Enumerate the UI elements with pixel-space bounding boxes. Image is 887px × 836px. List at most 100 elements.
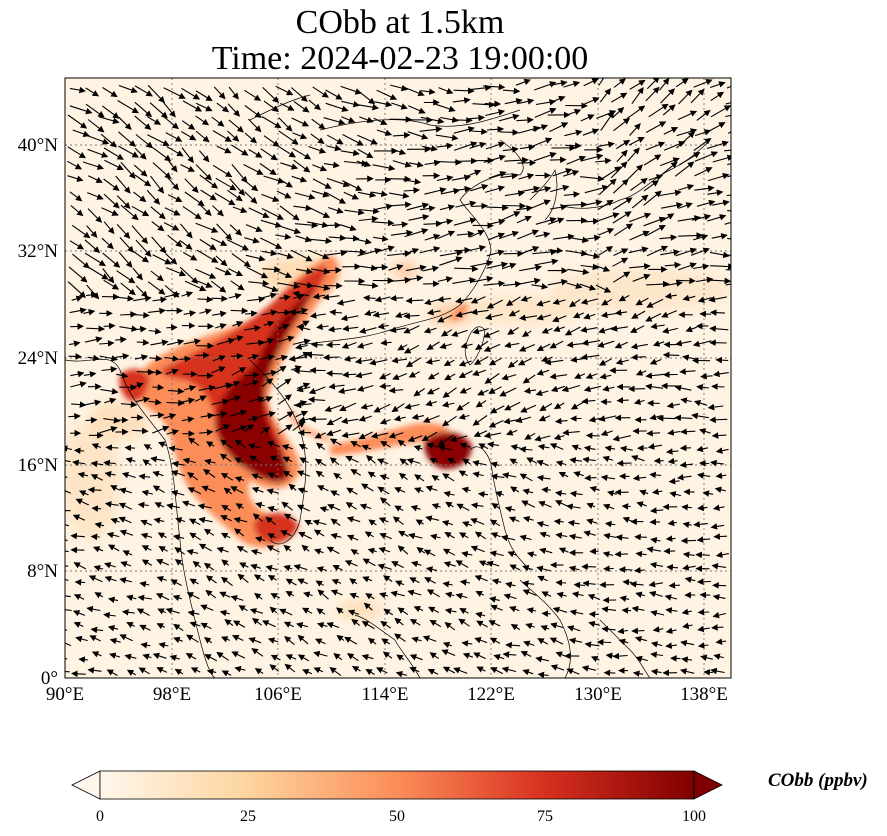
wind-arrow <box>553 325 565 332</box>
wind-arrow <box>337 387 356 395</box>
wind-arrow <box>706 214 727 222</box>
wind-arrow <box>453 185 472 193</box>
wind-arrow <box>275 354 289 362</box>
wind-arrow <box>231 164 248 184</box>
wind-arrow <box>278 117 293 132</box>
wind-arrow <box>166 338 185 346</box>
wind-arrow <box>243 164 264 175</box>
wind-arrow <box>244 237 260 244</box>
wind-arrow <box>648 103 669 118</box>
wind-arrow <box>613 223 634 237</box>
wind-arrow <box>135 239 152 258</box>
wind-arrow <box>131 311 150 319</box>
wind-arrow <box>246 266 269 279</box>
wind-arrow <box>435 103 456 112</box>
wind-arrow <box>310 341 324 349</box>
wind-arrow <box>117 100 139 114</box>
wind-arrow <box>436 142 454 150</box>
wind-arrow <box>634 533 647 541</box>
wind-arrow <box>115 353 130 360</box>
wind-arrow <box>725 114 731 118</box>
wind-arrow <box>71 295 83 302</box>
wind-arrow <box>581 339 601 346</box>
wind-arrow <box>626 105 646 119</box>
wind-arrow <box>372 311 390 318</box>
wind-arrow <box>426 308 441 316</box>
wind-arrow <box>598 358 612 366</box>
wind-arrow <box>408 371 420 378</box>
wind-arrow <box>167 234 183 248</box>
wind-arrow <box>488 232 506 241</box>
wind-arrow <box>706 140 729 150</box>
wind-arrow <box>504 98 523 105</box>
wind-arrow <box>549 122 569 133</box>
wind-arrow <box>243 179 259 192</box>
wind-arrow <box>356 342 373 349</box>
wind-arrow <box>585 432 600 439</box>
wind-arrow <box>275 269 293 279</box>
wind-arrow <box>279 205 300 221</box>
wind-arrow <box>629 212 652 223</box>
wind-arrow <box>376 245 395 253</box>
wind-arrow <box>583 78 599 87</box>
wind-arrow <box>541 610 551 617</box>
wind-arrow <box>278 335 295 343</box>
wind-arrow <box>436 175 454 182</box>
wind-arrow <box>210 280 227 293</box>
wind-arrow <box>289 309 308 316</box>
wind-arrow <box>502 87 521 95</box>
wind-arrow <box>316 323 329 331</box>
wind-arrow <box>693 263 710 271</box>
wind-arrow <box>292 290 309 298</box>
wind-arrow <box>69 307 87 314</box>
wind-arrow <box>182 251 198 261</box>
wind-arrow <box>216 102 230 113</box>
wind-arrow <box>228 293 242 300</box>
wind-arrow <box>501 374 517 381</box>
wind-arrow <box>427 372 440 380</box>
wind-arrow <box>646 280 670 288</box>
wind-arrow <box>69 105 93 115</box>
wind-arrow <box>146 189 161 205</box>
wind-arrow <box>703 669 713 676</box>
wind-arrow <box>403 312 420 320</box>
wind-arrow <box>88 267 109 280</box>
wind-arrow <box>612 257 629 267</box>
wind-arrow <box>147 134 170 146</box>
wind-arrow <box>628 136 645 146</box>
wind-arrow <box>322 293 340 301</box>
wind-arrow <box>488 357 502 366</box>
wind-arrow <box>452 277 477 284</box>
colorbar-tick: 50 <box>389 808 405 825</box>
wind-arrow <box>483 343 501 352</box>
wind-arrow <box>309 312 326 319</box>
wind-arrow <box>310 208 331 218</box>
wind-arrow <box>136 368 155 376</box>
colorbar-tick: 75 <box>537 808 553 825</box>
lon-axis: 90°E 98°E 106°E 114°E 122°E 130°E 138°E <box>46 684 728 705</box>
wind-arrow <box>580 175 605 182</box>
wind-arrow <box>422 265 440 272</box>
wind-arrow <box>629 263 651 270</box>
wind-arrow <box>544 358 564 366</box>
wind-arrow <box>231 144 249 156</box>
wind-arrow <box>635 297 649 306</box>
wind-arrow <box>341 341 357 349</box>
wind-arrow <box>574 372 586 379</box>
wind-arrow <box>133 164 148 177</box>
wind-arrow <box>504 341 520 349</box>
wind-arrow <box>99 340 115 347</box>
colorbar: 0 25 50 75 100 CObb (ppbv) <box>71 770 868 825</box>
wind-arrow <box>212 205 224 217</box>
wind-arrow <box>135 134 154 149</box>
lon-tick-label: 122°E <box>467 684 515 705</box>
wind-arrow <box>661 310 678 318</box>
lon-tick-label: 114°E <box>362 684 409 705</box>
wind-arrow <box>211 116 225 127</box>
wind-arrow <box>262 266 281 273</box>
wind-arrow <box>659 161 678 177</box>
wind-arrow <box>195 90 213 102</box>
wind-arrow <box>477 389 489 396</box>
wind-arrow <box>435 218 454 225</box>
wind-arrow <box>580 263 600 271</box>
